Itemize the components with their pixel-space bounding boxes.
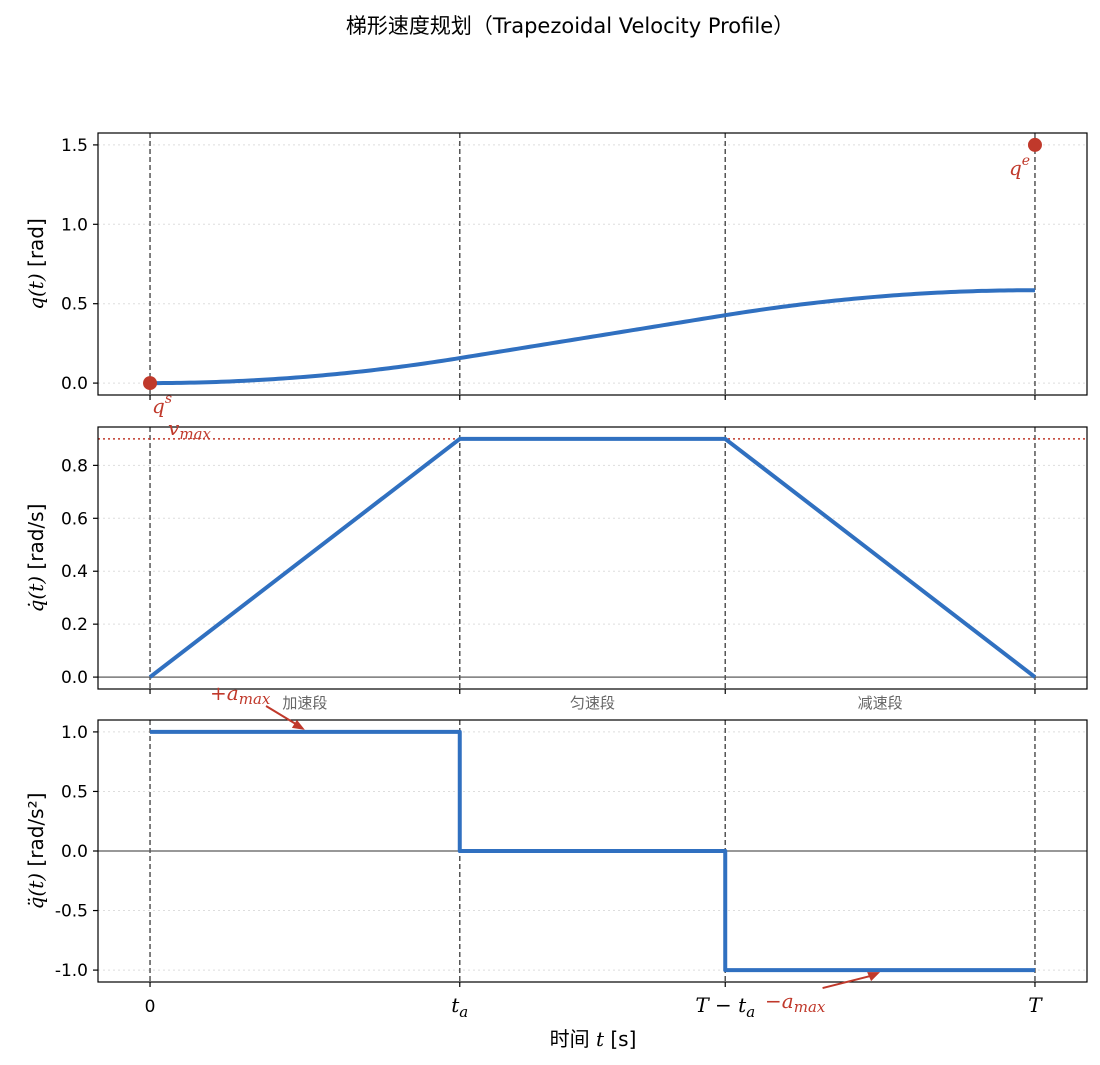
axes-frame <box>97 132 1088 396</box>
y-tick-label: -0.5 <box>55 902 88 922</box>
pos-amax-arrow <box>265 705 300 727</box>
y-tick-label: 1.0 <box>61 723 88 743</box>
vmax-label: vmax <box>168 416 211 443</box>
series-line-acceleration <box>150 729 1035 973</box>
y-tick-label: 0.4 <box>61 562 88 582</box>
series-line-position <box>150 288 1035 386</box>
y-tick-label: 0.0 <box>61 668 88 688</box>
phase-segment-label: 加速段 <box>282 694 327 712</box>
neg-amax-label: −amax <box>765 989 826 1016</box>
end-point-label: qe <box>1009 153 1030 180</box>
y-tick-label: 0.2 <box>61 615 88 635</box>
y-axis-label: q̈(t) [rad/s²] <box>24 793 48 910</box>
panel-position: 0.0 0.5 1.0 1.5 q(t) [rad] qs qe <box>24 132 1088 418</box>
chart-title: 梯形速度规划（Trapezoidal Velocity Profile） <box>346 14 794 38</box>
y-tick-label: 0.0 <box>61 842 88 862</box>
start-point-label: qs <box>152 391 172 418</box>
y-tick-label: 0.6 <box>61 509 88 529</box>
x-tick-label: ta <box>451 993 468 1021</box>
x-axis-label: 时间 t [s] <box>550 1027 637 1051</box>
panel-velocity: 0.0 0.2 0.4 0.6 0.8 q̇(t) [rad/s] vmax <box>24 416 1088 694</box>
y-tick-label: 1.5 <box>61 136 88 156</box>
y-tick-label: 0.5 <box>61 295 88 315</box>
x-tick-label: 0 <box>145 997 156 1017</box>
phase-segment-label: 减速段 <box>858 694 903 712</box>
pos-amax-label: +amax <box>210 681 271 708</box>
y-axis-label: q(t) [rad] <box>24 218 48 310</box>
panels-group: 0.00.51.01.5q(t) [rad]qsqe0.00.20.40.60.… <box>24 132 1088 1016</box>
panel-acceleration: -1.0 -0.5 0.0 0.5 1.0 q̈(t) [rad/s²] 加速段 匀速段 减速段… <box>24 681 1088 1016</box>
y-tick-label: 0.5 <box>61 782 88 802</box>
start-point-marker <box>143 376 158 391</box>
x-axis: 0 ta T − ta T 时间 t [s] <box>145 993 1044 1051</box>
y-tick-label: 1.0 <box>61 215 88 235</box>
x-tick-label: T <box>1028 993 1043 1017</box>
x-tick-label: T − ta <box>695 993 755 1021</box>
neg-amax-arrow <box>822 974 875 990</box>
neg-amax-arrowhead <box>867 972 881 982</box>
axes-frame <box>97 426 1088 690</box>
y-axis-label: q̇(t) [rad/s] <box>24 504 48 613</box>
y-tick-label: 0.8 <box>61 456 88 476</box>
y-tick-label: -1.0 <box>55 961 88 981</box>
y-tick-label: 0.0 <box>61 374 88 394</box>
series-line-velocity <box>148 436 1037 679</box>
phase-segment-label: 匀速段 <box>570 694 615 712</box>
end-point-marker <box>1027 137 1042 152</box>
pos-amax-arrowhead <box>291 719 305 730</box>
